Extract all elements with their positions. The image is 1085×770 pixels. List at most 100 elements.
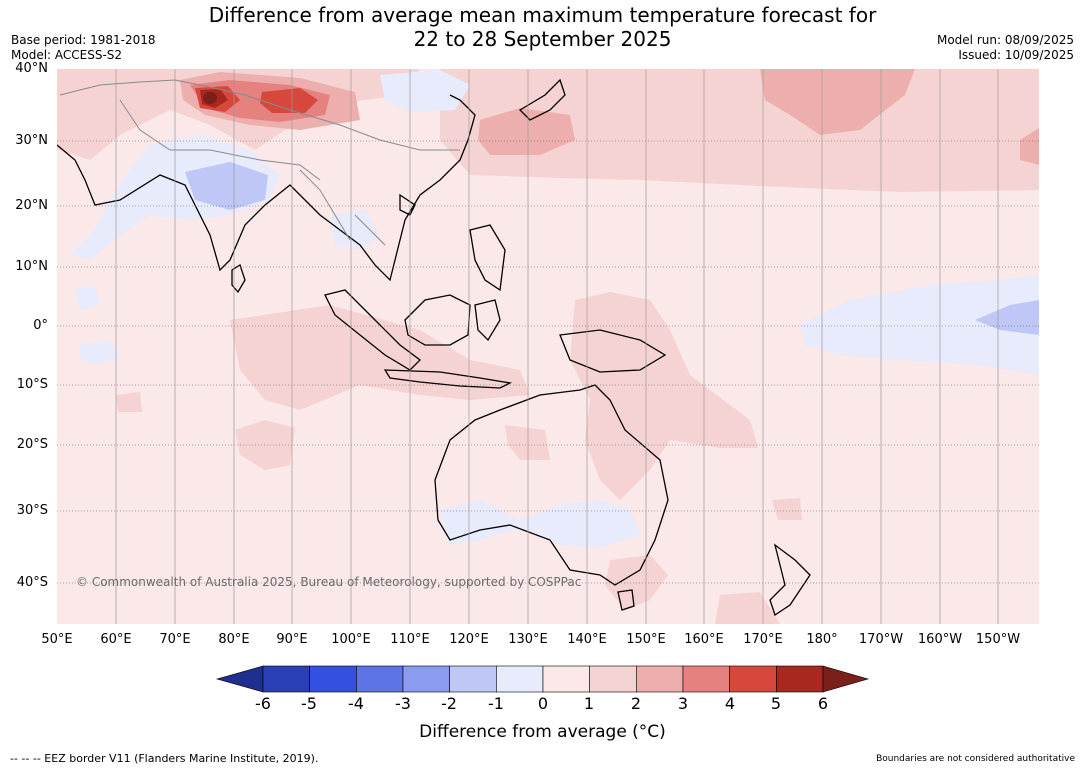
colorbar-segment	[542, 665, 590, 693]
map-title: Difference from average mean maximum tem…	[0, 3, 1085, 51]
lon-label: 60°E	[100, 632, 132, 647]
lon-label: 70°E	[159, 632, 191, 647]
meta-right: Model run: 08/09/2025 Issued: 10/09/2025	[937, 33, 1074, 63]
tasmania	[617, 589, 635, 611]
anomaly-neg-blob	[75, 285, 100, 310]
colorbar-segment	[262, 665, 310, 693]
lon-label: 180°	[806, 632, 838, 647]
anomaly-neg-central-india	[185, 162, 268, 210]
new-zealand	[769, 543, 811, 617]
colorbar-label: Difference from average (°C)	[419, 722, 666, 742]
colorbar-segment	[449, 665, 497, 693]
lon-label: 120°E	[449, 632, 489, 647]
colorbar-tick: 3	[677, 694, 689, 713]
anomaly-2-3-east-china-sea	[478, 108, 575, 155]
base-period: Base period: 1981-2018	[11, 33, 156, 47]
lon-label: 100°E	[331, 632, 371, 647]
colorbar-segment	[776, 665, 824, 693]
colorbar-segment	[682, 665, 730, 693]
colorbar-segment	[496, 665, 544, 693]
model-run: Model run: 08/09/2025	[936, 33, 1074, 47]
lat-label-40n: 40°N	[15, 61, 48, 76]
eez-footnote: -- -- -- EEZ border V11 (Flanders Marine…	[10, 752, 319, 765]
colorbar-tick: -4	[348, 694, 364, 713]
lon-label: 80°E	[218, 632, 250, 647]
lon-label: 130°E	[508, 632, 548, 647]
colorbar-tick: 4	[724, 694, 736, 713]
lon-label: 170°W	[858, 632, 904, 647]
anomaly-1-2-blob	[715, 592, 780, 624]
country-borders	[59, 79, 460, 246]
anomaly-6-plus-core	[203, 92, 217, 104]
lon-label: 160°W	[917, 632, 963, 647]
anomaly-1-2-blob	[605, 555, 668, 610]
colorbar-segment	[729, 665, 777, 693]
title-line1: Difference from average mean maximum tem…	[208, 3, 877, 27]
colorbar-segment	[402, 665, 450, 693]
anomaly-4-5-western-china	[260, 88, 318, 113]
new-guinea	[559, 329, 667, 373]
borneo	[404, 294, 471, 346]
lon-label: 150°W	[975, 632, 1021, 647]
meridians	[115, 69, 999, 624]
java	[383, 369, 513, 389]
lat-label-40s: 40°S	[16, 575, 48, 590]
anomaly-1-2-northern-australia	[570, 292, 758, 500]
anomaly-neg-blob	[80, 340, 120, 365]
philippines	[469, 224, 506, 292]
lon-label: 50°E	[41, 632, 73, 647]
lon-label: 110°E	[390, 632, 430, 647]
lon-label: 90°E	[276, 632, 308, 647]
colorbar-tick: 6	[817, 694, 829, 713]
lat-label-10s: 10°S	[16, 377, 48, 392]
lat-label-20n: 20°N	[15, 198, 48, 213]
colorbar-extend-low	[215, 665, 264, 693]
anomaly-2-3-north-pacific	[760, 69, 915, 135]
colorbar-segment	[636, 665, 684, 693]
colorbar-tick: -1	[488, 694, 504, 713]
colorbar-tick: 5	[770, 694, 782, 713]
colorbar-tick: -3	[395, 694, 411, 713]
colorbar-tick: -6	[255, 694, 271, 713]
colorbar-extend-high	[822, 665, 870, 693]
title-line2: 22 to 28 September 2025	[413, 27, 672, 51]
colorbar-tick: 1	[583, 694, 595, 713]
colorbar-segment	[589, 665, 637, 693]
lat-label-30s: 30°S	[16, 503, 48, 518]
issued-date: Issued: 10/09/2025	[958, 48, 1074, 62]
lat-label-0: 0°	[33, 318, 48, 333]
meta-left: Base period: 1981-2018 Model: ACCESS-S2	[11, 33, 156, 63]
model-name: Model: ACCESS-S2	[11, 48, 123, 62]
lon-label: 140°E	[567, 632, 607, 647]
anomaly-2-3-blob	[1020, 128, 1039, 165]
colorbar-segment	[309, 665, 357, 693]
lat-label-20s: 20°S	[16, 437, 48, 452]
japan	[518, 78, 566, 121]
anomaly-1-2-blob	[505, 425, 550, 460]
colorbar	[215, 665, 870, 693]
coastlines	[57, 78, 811, 617]
anomaly-neg-southern-australia	[440, 500, 640, 548]
copyright-notice: © Commonwealth of Australia 2025, Bureau…	[76, 575, 582, 589]
anomaly-1-2-blob	[772, 498, 802, 520]
anomaly-neg-indochina	[330, 210, 380, 250]
colorbar-tick: 0	[537, 694, 549, 713]
lat-label-10n: 10°N	[15, 259, 48, 274]
sri-lanka	[231, 264, 246, 294]
lon-label: 170°E	[743, 632, 783, 647]
australia-coastline	[434, 384, 669, 586]
anomaly-neg-equatorial-pacific	[800, 275, 1039, 375]
colorbar-tick: -2	[441, 694, 457, 713]
lon-label: 160°E	[684, 632, 724, 647]
colorbar-tick: 2	[630, 694, 642, 713]
lon-label: 150°E	[626, 632, 666, 647]
colorbar-tick: -5	[301, 694, 317, 713]
anomaly-neg-east-asia	[380, 70, 470, 112]
colorbar-segment	[356, 665, 404, 693]
asia-coastline	[57, 94, 476, 282]
anomaly-1-2-blob	[115, 392, 142, 412]
anomaly-1-2-indian-ocean	[230, 305, 530, 410]
sumatra	[324, 289, 421, 371]
lat-label-30n: 30°N	[15, 133, 48, 148]
